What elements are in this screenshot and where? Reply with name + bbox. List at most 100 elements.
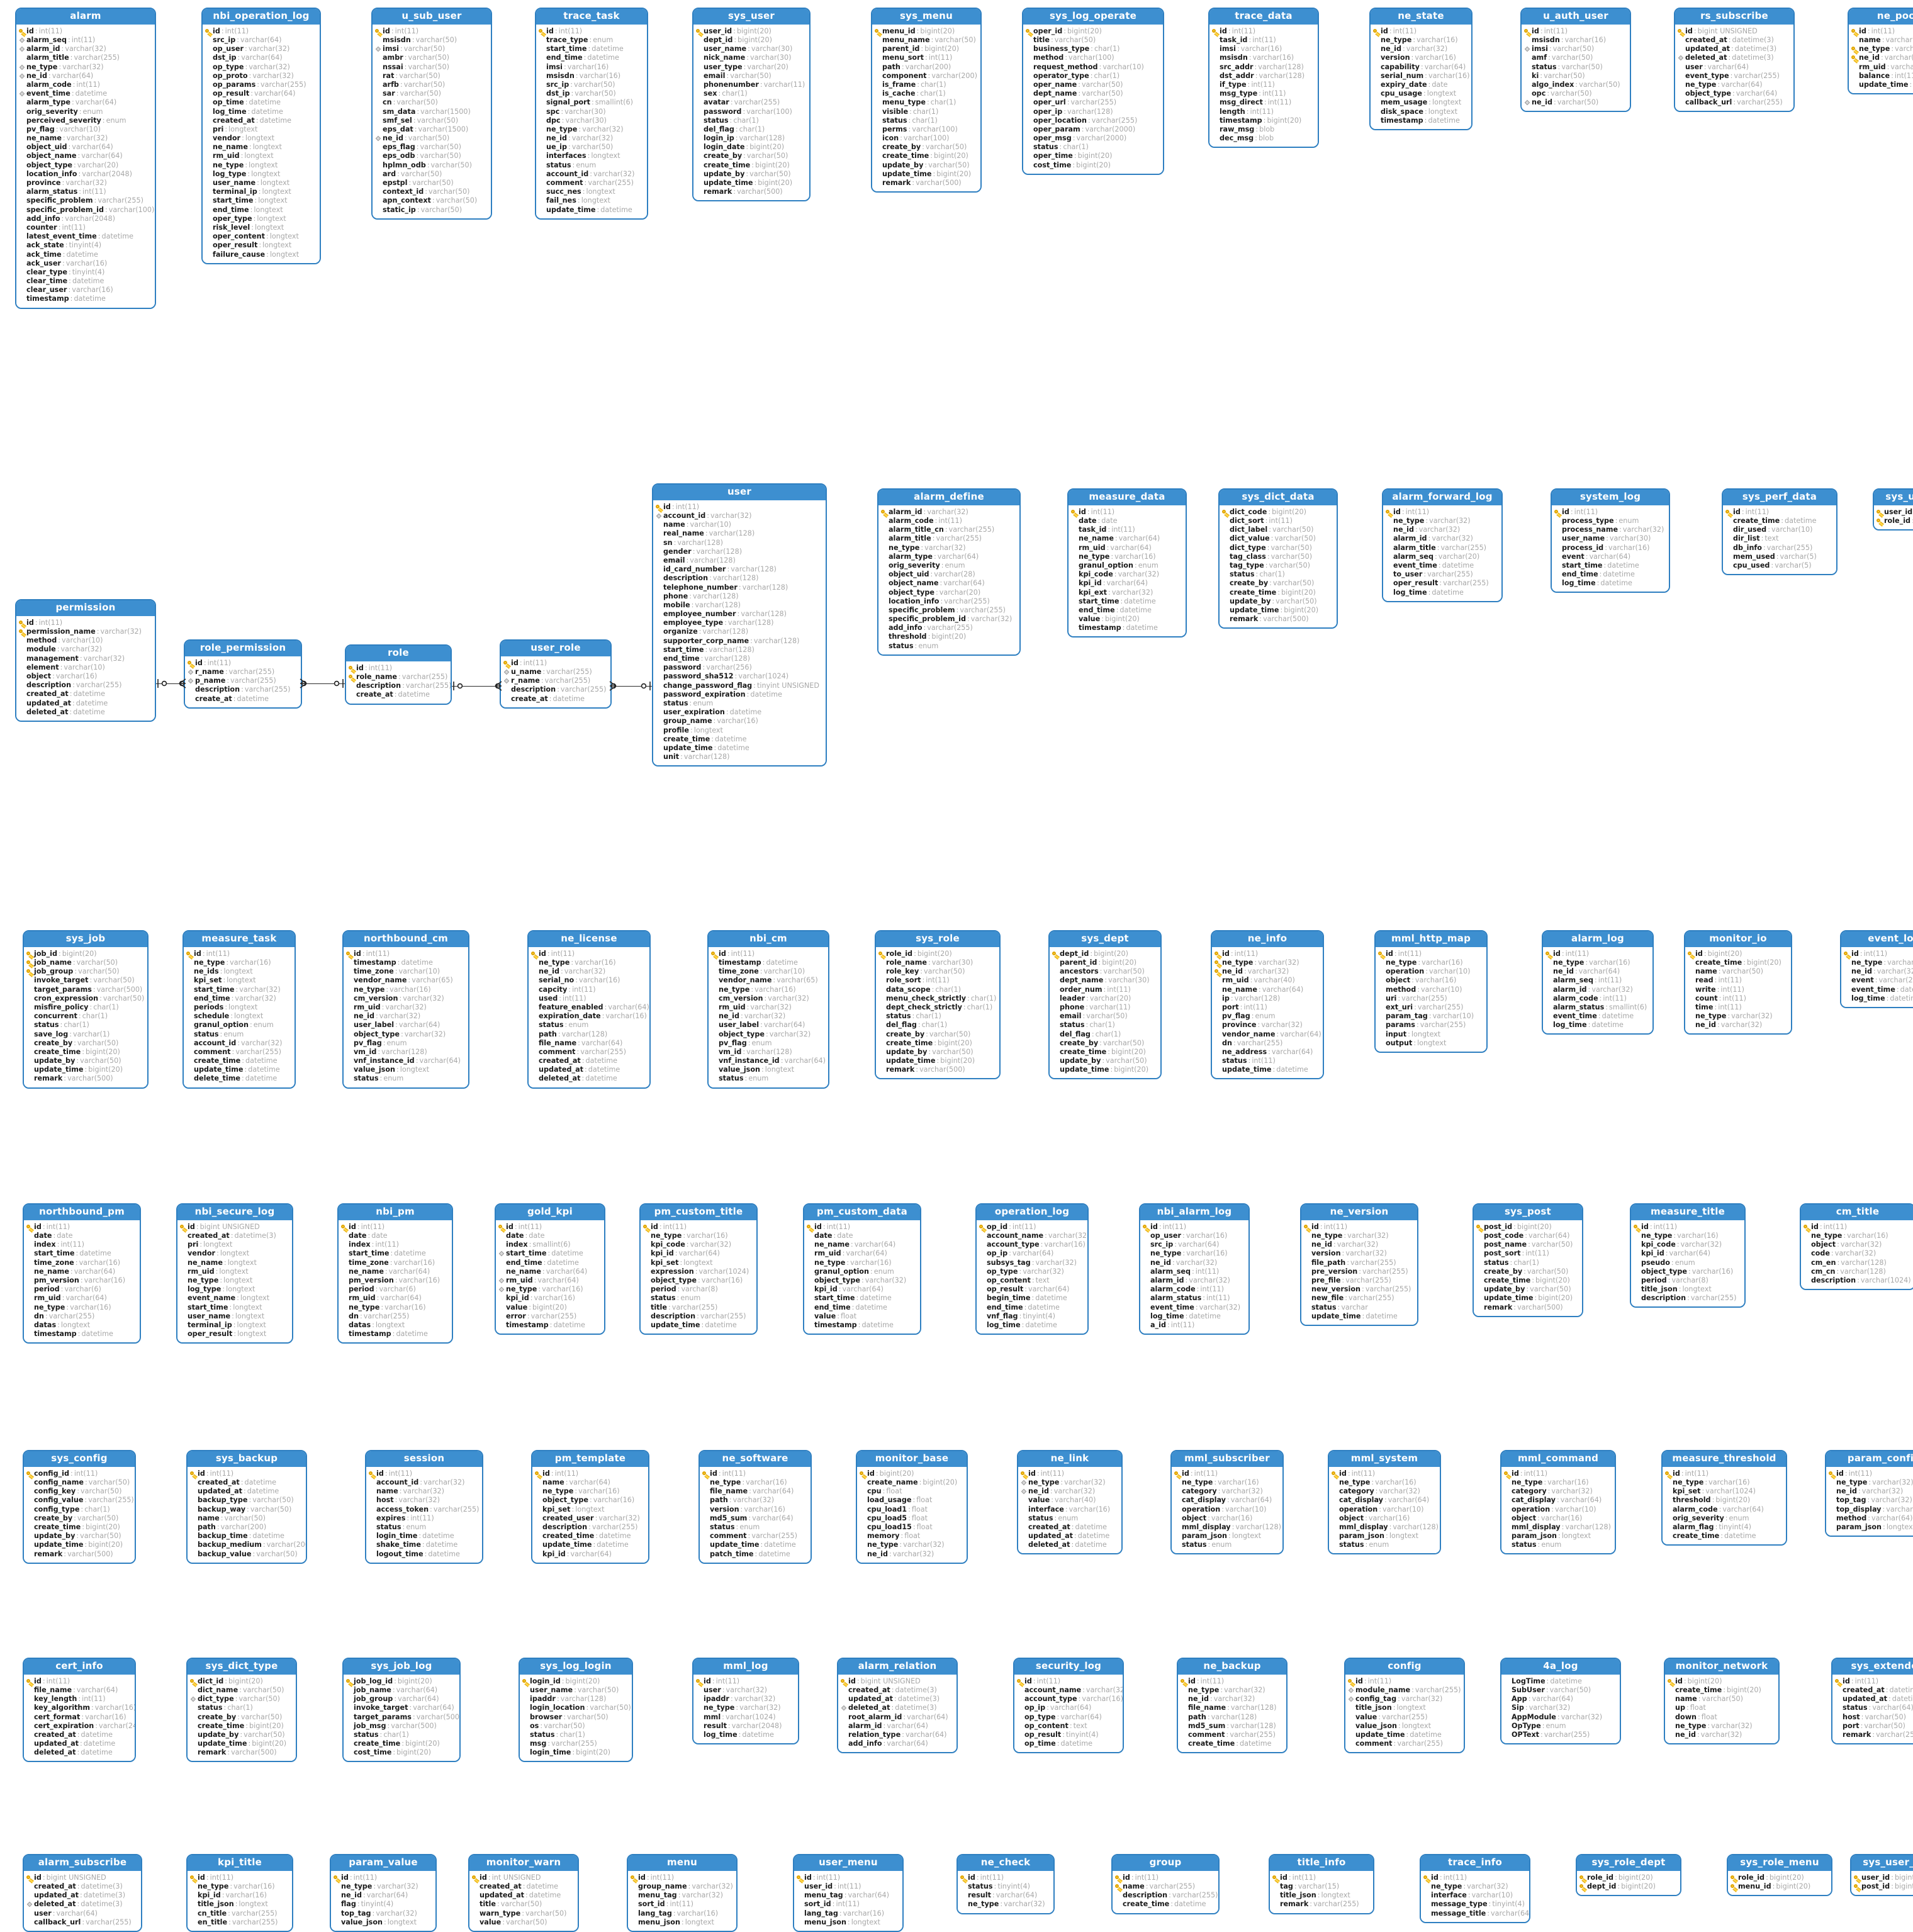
entity-title_info[interactable]: title_info id: int(11) tag: varchar(15) tit… [1269,1854,1374,1914]
entity-4a_log[interactable]: 4a_log LogTime: datetime SubUser: varchar(… [1500,1658,1621,1745]
entity-user_role[interactable]: user_role id: int(11) u_name: varchar(255)… [500,639,612,709]
no-marker-icon [1025,153,1033,160]
entity-sys_role[interactable]: sys_role role_id: bigint(20) role_name: va… [875,930,1001,1080]
entity-mml_log[interactable]: mml_log id: int(11) user: varchar(32) ipadd… [692,1658,799,1745]
entity-trace_data[interactable]: trace_data id: int(11) task_id: int(11) ims… [1208,8,1319,149]
entity-monitor_network[interactable]: monitor_network id: bigint(20) create_time… [1664,1658,1780,1745]
entity-sys_post[interactable]: sys_post post_id: bigint(20) post_code: va… [1473,1203,1583,1317]
entity-gold_kpi[interactable]: gold_kpi id: int(11) date: date index: smal… [495,1203,605,1335]
entity-measure_title[interactable]: measure_title id: int(11) ne_type: varchar… [1630,1203,1746,1308]
entity-monitor_io[interactable]: monitor_io id: bigint(20) create_time: big… [1684,930,1792,1035]
entity-nbi_alarm_log[interactable]: nbi_alarm_log id: int(11) op_user: varchar… [1139,1203,1250,1335]
entity-ne_license[interactable]: ne_license id: int(11) ne_type: varchar(16… [527,930,651,1089]
attribute-name: module [26,645,56,654]
entity-kpi_title[interactable]: kpi_title id: int(11) ne_type: varchar(16)… [186,1854,293,1932]
entity-monitor_base[interactable]: monitor_base id: bigint(20) create_name: b… [856,1450,968,1564]
entity-ne_version[interactable]: ne_version id: int(11) ne_type: varchar(32… [1300,1203,1418,1326]
entity-security_log[interactable]: security_log id: int(11) account_name: var… [1013,1658,1124,1754]
attribute-datatype: datetime [81,1730,113,1739]
entity-sys_dict_type[interactable]: sys_dict_type dict_id: bigint(20) dict_nam… [186,1658,297,1763]
entity-sys_dict_data[interactable]: sys_dict_data dict_code: bigint(20) dict_s… [1218,488,1338,629]
entity-ne_info[interactable]: ne_info id: int(11) ne_type: varchar(32) ne… [1211,930,1324,1080]
entity-ne_state[interactable]: ne_state id: int(11) ne_type: varchar(16) n… [1369,8,1473,130]
entity-monitor_warn[interactable]: monitor_warn id: int UNSIGNED created_at: … [468,1854,579,1932]
entity-nbi_cm[interactable]: nbi_cm id: int(11) timestamp: datetime time… [707,930,829,1089]
entity-ne_backup[interactable]: ne_backup id: int(11) ne_type: varchar(32)… [1177,1658,1287,1754]
entity-user[interactable]: user id: int(11) account_id: varchar(32) na… [652,483,827,767]
entity-northbound_pm[interactable]: northbound_pm id: int(11) date: date index:… [23,1203,141,1344]
entity-sys_menu[interactable]: sys_menu menu_id: bigint(20) menu_name: va… [871,8,982,193]
entity-nbi_pm[interactable]: nbi_pm id: int(11) date: date index: int(11… [337,1203,453,1344]
entity-ne_software[interactable]: ne_software id: int(11) ne_type: varchar(1… [698,1450,812,1564]
entity-sys_user[interactable]: sys_user user_id: bigint(20) dept_id: bigi… [692,8,811,202]
entity-pm_custom_data[interactable]: pm_custom_data id: int(11) date: date ne_na… [803,1203,921,1335]
entity-cert_info[interactable]: cert_info id: int(11) file_name: varchar(6… [23,1658,136,1763]
entity-alarm_log[interactable]: alarm_log id: int(11) ne_type: varchar(16)… [1542,930,1654,1035]
attribute-type: : [525,1891,528,1900]
entity-mml_system[interactable]: mml_system id: int(11) ne_type: varchar(16… [1328,1450,1441,1555]
attribute-row: user_label: varchar(64) [345,1021,465,1030]
entity-sys_user_post[interactable]: sys_user_postuser_id: bigint(20)post_id:… [1850,1854,1913,1897]
entity-role_permission[interactable]: role_permission id: int(11) r_name: varcha… [184,639,302,709]
attribute-datatype: varchar(32) [924,543,966,552]
entity-ne_pool[interactable]: ne_poolid: int(11)name: varchar(255)ne_t… [1848,8,1913,95]
entity-sys_user_role[interactable]: sys_user_roleuser_id: bigint(20)role_id:… [1873,488,1913,531]
entity-sys_dept[interactable]: sys_dept dept_id: bigint(20) parent_id: bi… [1048,930,1162,1080]
entity-sys_log_login[interactable]: sys_log_login login_id: bigint(20) user_na… [519,1658,633,1763]
entity-sys_job[interactable]: sys_job job_id: bigint(20) job_name: varch… [23,930,149,1089]
attribute-datatype: varchar(30) [931,958,973,967]
entity-u_sub_user[interactable]: u_sub_user id: int(11) msisdn: varchar(50)… [371,8,492,220]
entity-trace_task[interactable]: trace_task id: int(11) trace_type: enum sta… [535,8,648,220]
entity-operation_log[interactable]: operation_log op_id: int(11) account_name:… [975,1203,1089,1335]
entity-sys_role_menu[interactable]: sys_role_menu role_id: bigint(20) menu_id:… [1727,1854,1832,1897]
attribute-datatype: varchar(32) [1258,958,1299,967]
entity-measure_threshold[interactable]: measure_threshold id: int(11) ne_type: var… [1661,1450,1787,1546]
entity-sys_job_log[interactable]: sys_job_log job_log_id: bigint(20) job_nam… [342,1658,461,1763]
entity-northbound_cm[interactable]: northbound_cm id: int(11) timestamp: datet… [342,930,469,1089]
entity-measure_data[interactable]: measure_data id: int(11) date: date task_id… [1067,488,1187,638]
entity-nbi_secure_log[interactable]: nbi_secure_log id: bigint UNSIGNED created… [176,1203,293,1344]
entity-sys_backup[interactable]: sys_backup id: int(11) created_at: datetim… [186,1450,307,1564]
attribute-type: : [683,1232,686,1240]
entity-config[interactable]: config id: int(11) module_name: varchar(25… [1344,1658,1465,1754]
entity-attribute-list: LogTime: datetime SubUser: varchar(50) App… [1501,1674,1620,1744]
entity-pm_template[interactable]: pm_template id: int(11) name: varchar(64) n… [531,1450,649,1564]
entity-trace_info[interactable]: trace_info id: int(11) ne_type: varchar(32… [1420,1854,1530,1923]
entity-ne_check[interactable]: ne_check id: int(11) status: tinyint(4) res… [957,1854,1055,1914]
entity-cm_title[interactable]: cm_title id: int(11) ne_type: varchar(16) o… [1800,1203,1913,1291]
no-marker-icon [1503,1497,1512,1505]
entity-alarm_forward_log[interactable]: alarm_forward_log id: int(11) ne_type: var… [1382,488,1503,602]
entity-alarm_subscribe[interactable]: alarm_subscribe id: bigint UNSIGNED create… [23,1854,142,1932]
attribute-row: oper_type: longtext [205,215,317,223]
entity-sys_extended[interactable]: sys_extendedid: int(11)created_at: datet… [1831,1658,1913,1745]
entity-param_value[interactable]: param_value id: int(11) ne_type: varchar(3… [330,1854,437,1932]
entity-sys_config[interactable]: sys_config config_id: int(11) config_name:… [23,1450,136,1564]
entity-mml_subscriber[interactable]: mml_subscriber id: int(11) ne_type: varcha… [1170,1450,1284,1555]
entity-measure_task[interactable]: measure_task id: int(11) ne_type: varchar(… [182,930,296,1089]
entity-alarm_relation[interactable]: alarm_relation id: bigint UNSIGNED created… [837,1658,958,1754]
entity-sys_perf_data[interactable]: sys_perf_data id: int(11) create_time: dat… [1722,488,1837,576]
entity-menu[interactable]: menu id: int(11) group_name: varchar(32) me… [627,1854,738,1932]
entity-role[interactable]: role id: int(11) role_name: varchar(255) de… [345,644,452,705]
entity-permission[interactable]: permission id: int(11) permission_name: va… [15,599,156,722]
entity-sys_log_operate[interactable]: sys_log_operate oper_id: bigint(20) title:… [1022,8,1164,175]
attribute-name: ne_type [188,1276,219,1284]
attribute-type: : [1398,994,1401,1003]
entity-session[interactable]: session id: int(11) account_id: varchar(32… [365,1450,483,1564]
entity-sys_role_dept[interactable]: sys_role_dept role_id: bigint(20) dept_id:… [1576,1854,1681,1897]
entity-system_log[interactable]: system_log id: int(11) process_type: enum p… [1551,488,1670,593]
entity-pm_custom_title[interactable]: pm_custom_title id: int(11) ne_type: varch… [639,1203,758,1335]
entity-rs_subscribe[interactable]: rs_subscribe id: bigint UNSIGNED created_a… [1674,8,1795,113]
entity-alarm_define[interactable]: alarm_define alarm_id: varchar(32) alarm_c… [877,488,1021,656]
attribute-name: cat_display [1339,1496,1383,1505]
entity-mml_http_map[interactable]: mml_http_map id: int(11) ne_type: varchar(… [1374,930,1488,1053]
entity-group[interactable]: group id: int(11) name: varchar(255) descri… [1111,1854,1220,1914]
entity-alarm[interactable]: alarm id: int(11) alarm_seq: int(11) alarm_… [15,8,156,309]
entity-ne_link[interactable]: ne_link id: int(11) ne_type: varchar(32) ne… [1017,1450,1123,1555]
entity-user_menu[interactable]: user_menu id: int(11) user_id: int(11) menu… [793,1854,904,1932]
entity-u_auth_user[interactable]: u_auth_user id: int(11) msisdn: varchar(16… [1520,8,1631,113]
entity-mml_command[interactable]: mml_command id: int(11) ne_type: varchar(1… [1500,1450,1616,1555]
entity-nbi_operation_log[interactable]: nbi_operation_log id: int(11) src_ip: varc… [201,8,321,264]
